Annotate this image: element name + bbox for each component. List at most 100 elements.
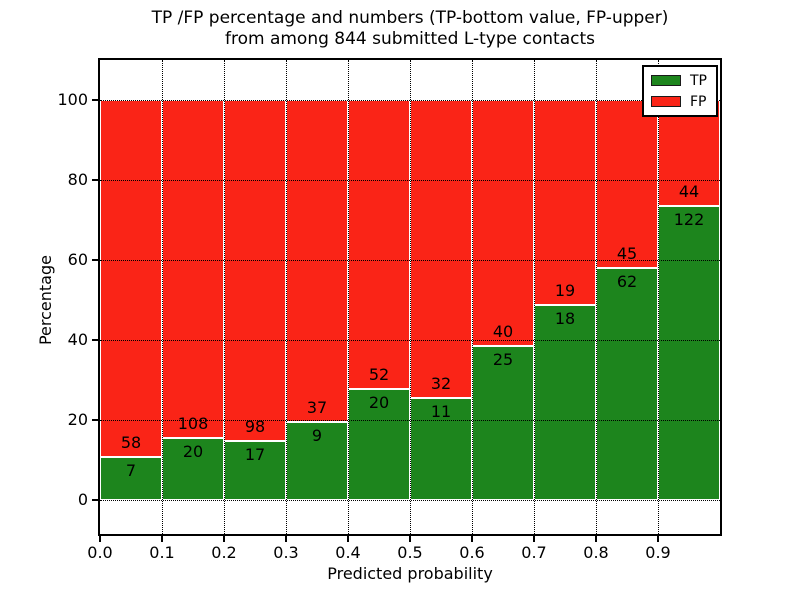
bar-column [100,100,162,500]
fp-bar-segment [100,100,162,457]
tp-count-label: 11 [430,401,452,421]
tp-bar-segment [100,456,162,500]
legend-entry: TP [651,70,707,91]
fp-count-label: 98 [244,416,266,436]
fp-count-label: 44 [678,182,700,202]
y-tick-label: 20 [67,410,88,429]
x-tick-label: 0.0 [87,543,113,562]
bar-column [534,100,596,500]
y-tick-label: 80 [67,170,88,189]
y-tick-label: 60 [67,250,88,269]
chart-title: TP /FP percentage and numbers (TP-bottom… [100,8,720,50]
tp-count-label: 9 [311,425,323,445]
tp-count-label: 122 [673,210,705,230]
x-tick [161,536,163,542]
fp-count-label: 32 [430,373,452,393]
tp-bar-segment [348,388,410,500]
legend-label: TP [690,72,707,89]
legend: TP FP [642,65,718,117]
x-tick-label: 0.8 [583,543,609,562]
x-axis-label: Predicted probability [327,564,493,583]
bar-column [410,100,472,500]
x-tick [657,536,659,542]
x-gridline [348,60,349,534]
x-tick [347,536,349,542]
x-tick [409,536,411,542]
y-gridline [100,100,720,101]
tp-bar-segment [534,305,596,500]
fp-count-label: 58 [120,432,142,452]
fp-count-label: 40 [492,322,514,342]
y-gridline [100,260,720,261]
legend-label: FP [690,93,707,110]
tp-bar-segment [596,268,658,500]
bar-column [224,100,286,500]
x-tick [595,536,597,542]
x-gridline [472,60,473,534]
fp-bar-segment [348,100,410,389]
fp-count-label: 37 [306,397,328,417]
y-axis-label: Percentage [36,255,55,346]
x-tick-label: 0.7 [521,543,547,562]
fp-bar-segment [472,100,534,347]
x-tick-label: 0.9 [645,543,671,562]
bar-column [162,100,224,500]
bar-column [658,100,720,500]
y-tick [92,99,98,101]
fp-bar-segment [534,100,596,306]
y-gridline [100,500,720,501]
x-tick-label: 0.5 [397,543,423,562]
fp-bar-segment [596,100,658,269]
fp-bar-segment [224,100,286,441]
x-tick [99,536,101,542]
tp-bar-segment [162,437,224,500]
x-tick-label: 0.2 [211,543,237,562]
x-tick-label: 0.6 [459,543,485,562]
x-tick [285,536,287,542]
y-gridline [100,340,720,341]
fp-bar-segment [410,100,472,398]
x-tick-label: 0.1 [149,543,175,562]
bar-column [596,100,658,500]
legend-swatch-tp [651,75,681,86]
fp-count-label: 19 [554,281,576,301]
y-tick [92,179,98,181]
fp-count-label: 52 [368,364,390,384]
tp-count-label: 20 [368,392,390,412]
x-gridline [162,60,163,534]
y-tick [92,259,98,261]
y-tick-label: 0 [77,490,88,509]
tp-bar-segment [286,421,348,500]
tp-count-label: 17 [244,444,266,464]
tp-bar-segment [410,397,472,500]
tp-count-label: 25 [492,350,514,370]
y-tick [92,339,98,341]
x-tick [471,536,473,542]
y-gridline [100,420,720,421]
y-tick-label: 100 [57,90,88,109]
x-tick [533,536,535,542]
legend-swatch-fp [651,96,681,107]
tp-bar-segment [472,346,534,500]
fp-bar-segment [162,100,224,438]
plot-area: TP FP 58 7 108 20 98 17 37 9 52 20 32 11 40 25 19 18 45 62… [98,58,722,536]
y-tick [92,499,98,501]
fp-count-label: 108 [177,413,209,433]
chart-title-line1: TP /FP percentage and numbers (TP-bottom… [151,8,669,28]
x-gridline [596,60,597,534]
tp-count-label: 18 [554,309,576,329]
x-gridline [286,60,287,534]
x-gridline [658,60,659,534]
tp-bar-segment [224,440,286,500]
fp-bar-segment [658,100,720,207]
bar-column [348,100,410,500]
x-gridline [224,60,225,534]
tp-bar-segment [658,206,720,500]
x-gridline [534,60,535,534]
y-gridline [100,180,720,181]
x-tick-label: 0.4 [335,543,361,562]
legend-entry: FP [651,91,707,112]
y-tick-label: 40 [67,330,88,349]
tp-count-label: 62 [616,272,638,292]
